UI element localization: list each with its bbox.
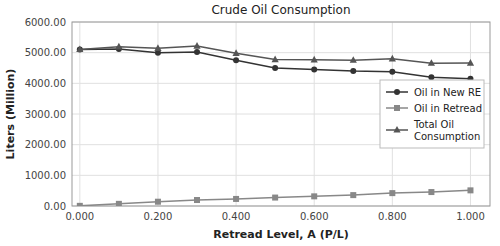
data-point xyxy=(194,197,200,203)
plot-area xyxy=(76,42,474,206)
series-line xyxy=(80,46,471,63)
legend-label: Total OilConsumption xyxy=(413,119,480,142)
grid xyxy=(72,22,490,206)
data-point xyxy=(389,55,396,62)
x-tick-label: 0.000 xyxy=(65,211,94,222)
x-tick-label: 0.200 xyxy=(144,211,173,222)
data-point xyxy=(154,44,161,51)
x-tick-label: 0.400 xyxy=(222,211,251,222)
y-tick-label: 3000.00 xyxy=(25,109,66,120)
legend-label-line: Oil in Retread xyxy=(414,103,482,114)
y-axis-label: Liters (Million) xyxy=(4,69,17,160)
data-point xyxy=(272,195,278,201)
data-point xyxy=(467,59,474,66)
grid-line xyxy=(72,175,490,176)
y-tick-label: 2000.00 xyxy=(25,139,66,150)
legend-label-line: Consumption xyxy=(414,131,480,142)
legend: Oil in New RE Oil in Retread Total OilCons… xyxy=(380,80,484,148)
legend-label: Oil in New RE xyxy=(414,87,481,98)
x-tick-label: 1.000 xyxy=(456,211,485,222)
data-point xyxy=(428,189,434,195)
data-point xyxy=(389,190,395,196)
data-point xyxy=(311,56,318,63)
y-tick-label: 1000.00 xyxy=(25,170,66,181)
data-point xyxy=(76,45,83,52)
data-point xyxy=(232,49,239,56)
legend-label-line: Total Oil xyxy=(413,119,454,130)
grid-line xyxy=(314,22,315,206)
y-tick-label: 5000.00 xyxy=(25,47,66,58)
legend-label-line: Oil in New RE xyxy=(414,87,481,98)
x-tick-label: 0.600 xyxy=(300,211,329,222)
data-point xyxy=(272,65,278,71)
legend-marker xyxy=(394,89,400,95)
data-point xyxy=(350,192,356,198)
data-point xyxy=(428,59,435,66)
series-line xyxy=(80,49,471,79)
data-point xyxy=(428,74,434,80)
y-tick-label: 4000.00 xyxy=(25,78,66,89)
legend-box xyxy=(380,80,484,148)
data-point xyxy=(350,56,357,63)
background xyxy=(0,0,500,246)
data-point xyxy=(311,67,317,73)
data-point xyxy=(233,57,239,63)
plot-frame xyxy=(72,22,490,206)
x-tick-label: 0.800 xyxy=(378,211,407,222)
data-point xyxy=(116,201,122,206)
data-point xyxy=(233,196,239,202)
data-point xyxy=(350,68,356,74)
y-tick-label: 0.00 xyxy=(44,201,66,212)
y-tick-label: 6000.00 xyxy=(25,17,66,28)
data-point xyxy=(194,49,200,55)
data-point xyxy=(77,203,83,206)
data-point xyxy=(155,199,161,205)
data-point xyxy=(115,43,122,50)
legend-marker xyxy=(394,105,400,111)
title: Crude Oil Consumption xyxy=(211,3,350,17)
series-line xyxy=(80,190,471,205)
data-point xyxy=(193,42,200,49)
legend-marker xyxy=(393,126,400,133)
chart: 0.00 1000.00 2000.00 3000.00 4000.00 5000.00 6… xyxy=(0,0,500,246)
x-axis-label: Retread Level, A (P/L) xyxy=(213,228,349,241)
grid-line xyxy=(72,52,490,53)
data-point xyxy=(467,187,473,193)
data-point xyxy=(311,193,317,199)
data-point xyxy=(389,69,395,75)
data-point xyxy=(272,56,279,63)
legend-label: Oil in Retread xyxy=(414,103,482,114)
